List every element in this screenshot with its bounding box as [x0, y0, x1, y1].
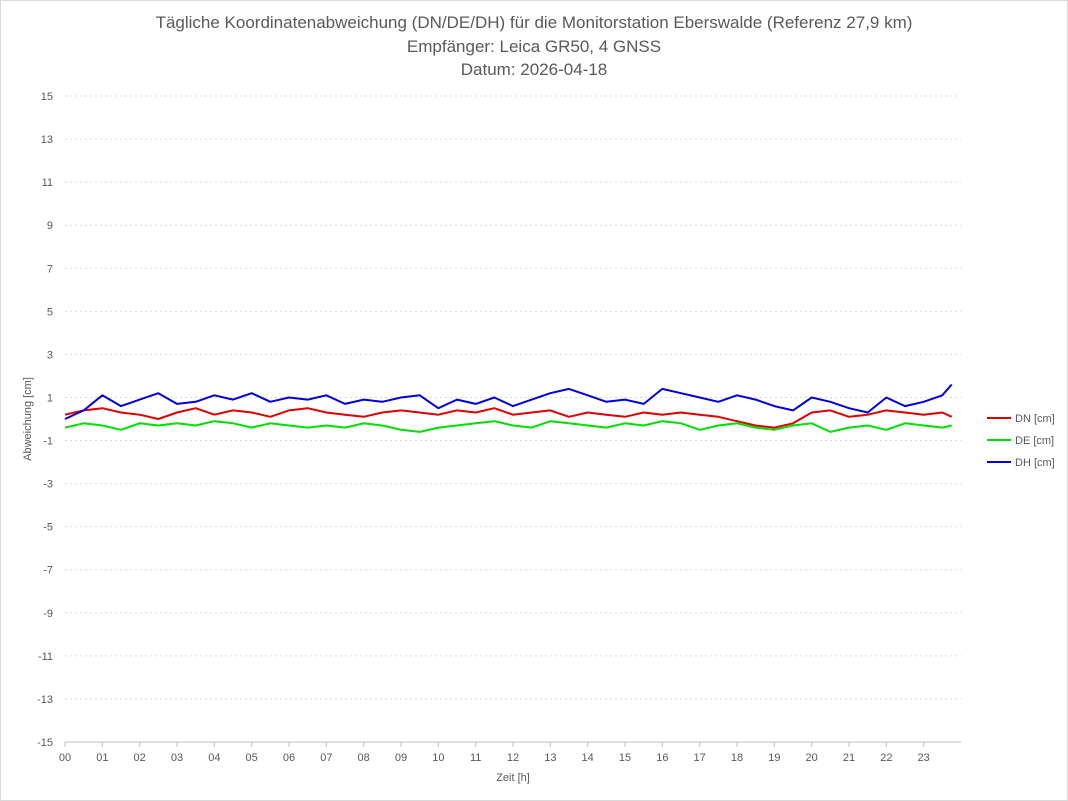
- y-tick-label: -15: [37, 737, 53, 749]
- legend-label: DN [cm]: [1015, 413, 1055, 425]
- x-tick-label: 21: [843, 752, 855, 764]
- x-axis-label: Zeit [h]: [496, 772, 530, 784]
- y-tick-label: 9: [47, 220, 53, 232]
- x-tick-label: 00: [59, 752, 71, 764]
- y-tick-label: 1: [47, 392, 53, 404]
- y-axis-label: Abweichung [cm]: [22, 377, 34, 461]
- y-tick-label: -3: [43, 479, 53, 491]
- x-tick-label: 17: [694, 752, 706, 764]
- y-tick-label: -11: [38, 651, 53, 663]
- x-tick-label: 02: [134, 752, 146, 764]
- chart-subtitle-date: Datum: 2026-04-18: [460, 60, 608, 79]
- x-tick-label: 16: [656, 752, 668, 764]
- y-tick-label: -13: [37, 694, 53, 706]
- series-line-1: [64, 407, 953, 429]
- chart-subtitle-receiver: Empfänger: Leica GR50, 4 GNSS: [406, 37, 662, 56]
- x-tick-label: 14: [582, 752, 594, 764]
- x-tick-label: 22: [880, 752, 892, 764]
- x-axis-ticks: 00 01 02 03 04 05 06 07 08 09 10 11 12 13 14 15 16 17 18 19…: [59, 741, 961, 764]
- x-tick-label: 09: [395, 752, 407, 764]
- x-tick-label: 07: [320, 752, 332, 764]
- x-tick-label: 10: [432, 752, 444, 764]
- y-tick-label: 5: [47, 306, 53, 318]
- y-tick-label: 13: [41, 134, 53, 146]
- x-tick-label: 20: [806, 752, 818, 764]
- x-tick-label: 03: [171, 752, 183, 764]
- x-tick-label: 04: [208, 752, 220, 764]
- x-tick-label: 15: [619, 752, 631, 764]
- y-tick-label: -7: [43, 565, 53, 577]
- x-tick-label: 18: [731, 752, 743, 764]
- chart-title: Tägliche Koordinatenabweichung (DN/DE/DH…: [155, 13, 913, 32]
- y-tick-label: 11: [42, 177, 53, 189]
- legend: DN [cm] DE [cm] DH [cm]: [987, 413, 1055, 469]
- legend-label: DE [cm]: [1015, 435, 1054, 447]
- legend-label: DH [cm]: [1015, 457, 1055, 469]
- y-tick-label: -5: [43, 522, 53, 534]
- x-tick-label: 11: [470, 752, 481, 764]
- y-tick-label: -1: [43, 436, 53, 448]
- y-tick-label: 15: [41, 91, 53, 103]
- series-lines: [64, 383, 953, 433]
- x-tick-label: 19: [768, 752, 780, 764]
- x-tick-label: 01: [96, 752, 108, 764]
- x-tick-label: 13: [544, 752, 556, 764]
- y-axis-ticks: 15 13 11 9 7 5 3 1 -1 -3 -5 -7 -9 -11 -13 -15: [37, 91, 53, 749]
- x-tick-label: 12: [507, 752, 519, 764]
- y-tick-label: 7: [47, 263, 53, 275]
- y-tick-label: -9: [43, 608, 53, 620]
- x-tick-label: 05: [246, 752, 258, 764]
- series-line-3: [64, 383, 953, 420]
- y-tick-label: 3: [47, 349, 53, 361]
- x-tick-label: 06: [283, 752, 295, 764]
- x-tick-label: 23: [918, 752, 930, 764]
- series-line-2: [64, 420, 952, 433]
- x-tick-label: 08: [358, 752, 370, 764]
- grid-lines: [65, 95, 961, 743]
